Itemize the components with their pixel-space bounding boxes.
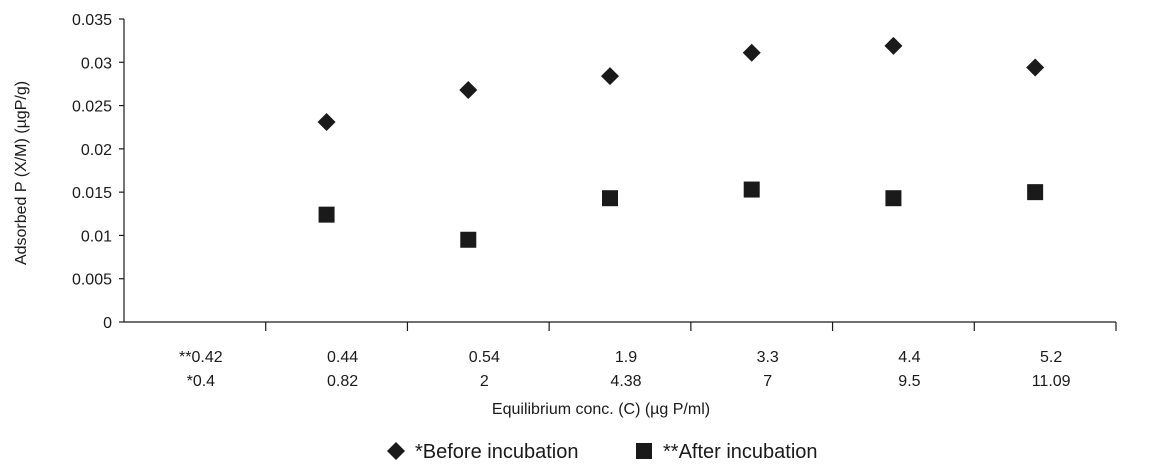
legend-label: *Before incubation	[415, 441, 578, 463]
data-points	[317, 36, 1045, 248]
y-tick-label: 0.035	[72, 12, 112, 29]
square-point	[885, 190, 902, 207]
x-tick-label: 3.3	[757, 349, 779, 366]
y-tick-label: 0.03	[81, 55, 112, 72]
y-tick-label: 0.02	[81, 142, 112, 159]
square-point	[1027, 184, 1044, 201]
x-tick-label: 0.82	[327, 373, 358, 390]
legend: *Before incubation **After incubation	[387, 441, 818, 463]
x-tick-label: 9.5	[898, 373, 920, 390]
legend-square-icon	[636, 443, 652, 459]
square-point	[460, 231, 477, 248]
x-tick-label: *0.4	[187, 373, 216, 390]
square-point	[743, 181, 760, 198]
legend-diamond-icon	[387, 442, 405, 460]
x-tick-label: 0.44	[327, 349, 358, 366]
x-axis: **0.42 0.44 0.54 1.9 3.3 4.4 5.2 *0.4 0.82 2 4.38 7…	[124, 321, 1117, 390]
y-tick-label: 0.025	[72, 99, 112, 116]
diamond-point	[1026, 58, 1045, 77]
x-tick-label: 4.38	[610, 373, 641, 390]
y-tick-label: 0	[103, 315, 112, 332]
x-tick-label: 11.09	[1032, 373, 1071, 390]
diamond-point	[742, 43, 761, 62]
x-tick-label: 2	[480, 373, 489, 390]
y-axis-title: Adsorbed P (X/M) (µgP/g)	[13, 81, 30, 265]
y-tick-label: 0.015	[72, 185, 112, 202]
y-tick-label: 0.005	[72, 272, 112, 289]
legend-label: **After incubation	[663, 441, 818, 463]
x-axis-title: Equilibrium conc. (C) (µg P/ml)	[492, 401, 710, 418]
x-tick-label: **0.42	[179, 349, 223, 366]
square-point	[602, 190, 618, 207]
diamond-point	[459, 80, 478, 99]
diamond-point	[601, 67, 619, 86]
diamond-point	[884, 36, 903, 55]
y-axis: 0 0.005 0.01 0.015 0.02 0.025 0.03 0.035	[72, 12, 125, 332]
x-tick-label: 4.4	[898, 349, 920, 366]
diamond-point	[317, 113, 336, 132]
y-tick-label: 0.01	[81, 228, 112, 245]
x-tick-label: 5.2	[1040, 349, 1062, 366]
x-tick-label: 1.9	[615, 349, 637, 366]
square-point	[318, 206, 335, 223]
x-tick-label: 0.54	[469, 349, 500, 366]
x-tick-label: 7	[763, 373, 772, 390]
